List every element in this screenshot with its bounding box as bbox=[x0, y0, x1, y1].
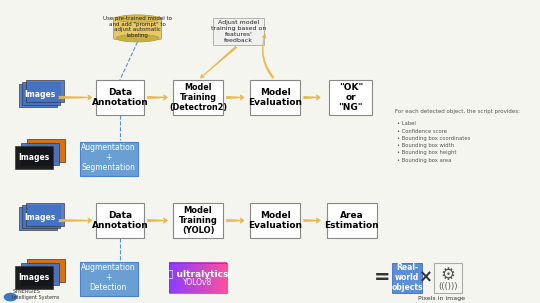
Text: Images: Images bbox=[24, 213, 55, 222]
FancyBboxPatch shape bbox=[434, 263, 462, 293]
Text: Real-
world
objects: Real- world objects bbox=[392, 263, 423, 292]
FancyBboxPatch shape bbox=[329, 80, 372, 115]
FancyBboxPatch shape bbox=[392, 263, 422, 293]
FancyBboxPatch shape bbox=[213, 18, 264, 45]
Text: Data
Annotation: Data Annotation bbox=[91, 88, 148, 107]
Text: Adjust model
training based on
features'
feedback: Adjust model training based on features'… bbox=[211, 20, 266, 43]
Text: Augmentation
+
Detection: Augmentation + Detection bbox=[81, 263, 136, 292]
Text: • Bounding box area: • Bounding box area bbox=[397, 158, 451, 162]
FancyBboxPatch shape bbox=[327, 203, 376, 238]
FancyBboxPatch shape bbox=[15, 266, 53, 289]
Text: • Confidence score: • Confidence score bbox=[397, 129, 447, 134]
FancyBboxPatch shape bbox=[113, 17, 161, 40]
FancyBboxPatch shape bbox=[22, 82, 60, 105]
FancyBboxPatch shape bbox=[250, 203, 300, 238]
Text: Images: Images bbox=[24, 90, 55, 99]
FancyBboxPatch shape bbox=[79, 142, 138, 176]
Text: Model
Training
(YOLO): Model Training (YOLO) bbox=[179, 206, 218, 235]
Text: "OK"
or
"NG": "OK" or "NG" bbox=[339, 82, 363, 112]
FancyBboxPatch shape bbox=[19, 84, 57, 107]
FancyBboxPatch shape bbox=[28, 139, 65, 161]
Text: Data
Annotation: Data Annotation bbox=[91, 211, 148, 230]
FancyBboxPatch shape bbox=[21, 143, 59, 165]
FancyBboxPatch shape bbox=[173, 80, 223, 115]
Text: ⚙: ⚙ bbox=[440, 266, 455, 284]
Text: • Label: • Label bbox=[397, 122, 416, 126]
Ellipse shape bbox=[116, 35, 159, 42]
Text: Augmentation
+
Segmentation: Augmentation + Segmentation bbox=[81, 143, 136, 172]
Circle shape bbox=[4, 294, 17, 301]
Text: ×: × bbox=[419, 268, 433, 287]
Text: YOLOv8: YOLOv8 bbox=[184, 278, 213, 288]
FancyBboxPatch shape bbox=[22, 205, 60, 228]
Text: Images: Images bbox=[18, 153, 50, 162]
FancyBboxPatch shape bbox=[96, 80, 144, 115]
Text: Model
Evaluation: Model Evaluation bbox=[248, 211, 302, 230]
Ellipse shape bbox=[116, 15, 159, 22]
FancyBboxPatch shape bbox=[19, 207, 57, 230]
FancyBboxPatch shape bbox=[21, 263, 59, 285]
Text: Model
Evaluation: Model Evaluation bbox=[248, 88, 302, 107]
FancyBboxPatch shape bbox=[173, 203, 223, 238]
FancyBboxPatch shape bbox=[15, 146, 53, 169]
Text: SYNERGIES
Intelligent Systems: SYNERGIES Intelligent Systems bbox=[12, 289, 60, 300]
FancyBboxPatch shape bbox=[26, 203, 64, 225]
Text: Use pre-trained model to
and add "prompt" to
adjust automatic
labeling: Use pre-trained model to and add "prompt… bbox=[103, 16, 172, 38]
Text: • Bounding box width: • Bounding box width bbox=[397, 143, 454, 148]
FancyBboxPatch shape bbox=[28, 259, 65, 282]
FancyBboxPatch shape bbox=[26, 80, 64, 102]
Text: Pixels in image: Pixels in image bbox=[417, 295, 464, 301]
FancyBboxPatch shape bbox=[250, 80, 300, 115]
Text: Model
Training
(Detectron2): Model Training (Detectron2) bbox=[169, 82, 227, 112]
FancyBboxPatch shape bbox=[79, 262, 138, 296]
Text: For each detected object, the script provides:: For each detected object, the script pro… bbox=[395, 109, 519, 115]
Text: =: = bbox=[374, 268, 390, 287]
Text: 🐾 ultralytics: 🐾 ultralytics bbox=[168, 270, 228, 279]
Text: ((())): ((())) bbox=[438, 282, 457, 291]
FancyBboxPatch shape bbox=[96, 203, 144, 238]
Text: • Bounding box coordinates: • Bounding box coordinates bbox=[397, 136, 471, 141]
Text: Area
Estimation: Area Estimation bbox=[325, 211, 379, 230]
Text: • Bounding box height: • Bounding box height bbox=[397, 150, 457, 155]
Text: Images: Images bbox=[18, 273, 50, 282]
